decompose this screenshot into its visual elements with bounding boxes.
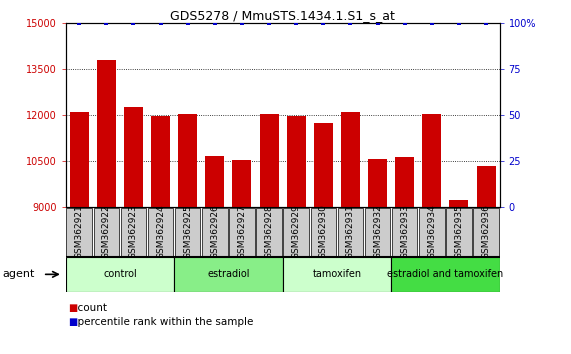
- FancyBboxPatch shape: [148, 207, 174, 256]
- Point: [346, 20, 355, 26]
- Text: GSM362927: GSM362927: [238, 205, 247, 259]
- Text: count: count: [71, 303, 107, 313]
- Text: GSM362936: GSM362936: [481, 204, 490, 259]
- Text: GSM362929: GSM362929: [292, 205, 301, 259]
- Text: ■: ■: [69, 303, 78, 313]
- FancyBboxPatch shape: [94, 207, 119, 256]
- Bar: [449, 200, 468, 354]
- Bar: [287, 116, 305, 354]
- Text: GSM362926: GSM362926: [210, 205, 219, 259]
- Bar: [178, 114, 197, 354]
- Text: GSM362925: GSM362925: [183, 205, 192, 259]
- Point: [427, 20, 436, 26]
- Bar: [423, 114, 441, 354]
- FancyBboxPatch shape: [311, 207, 336, 256]
- Bar: [124, 107, 143, 354]
- FancyBboxPatch shape: [175, 207, 200, 256]
- Bar: [260, 114, 279, 354]
- Text: GSM362931: GSM362931: [346, 204, 355, 259]
- Bar: [70, 112, 89, 354]
- Point: [292, 20, 301, 26]
- Bar: [97, 60, 116, 354]
- FancyBboxPatch shape: [229, 207, 255, 256]
- Bar: [206, 156, 224, 354]
- FancyBboxPatch shape: [337, 207, 363, 256]
- Text: GSM362930: GSM362930: [319, 204, 328, 259]
- Text: control: control: [103, 269, 137, 279]
- FancyBboxPatch shape: [391, 257, 500, 292]
- FancyBboxPatch shape: [283, 207, 309, 256]
- FancyBboxPatch shape: [66, 257, 174, 292]
- Point: [455, 20, 464, 26]
- Point: [319, 20, 328, 26]
- Text: GSM362933: GSM362933: [400, 204, 409, 259]
- FancyBboxPatch shape: [365, 207, 391, 256]
- Bar: [314, 123, 333, 354]
- Point: [129, 20, 138, 26]
- FancyBboxPatch shape: [419, 207, 445, 256]
- Point: [400, 20, 409, 26]
- Text: estradiol: estradiol: [207, 269, 250, 279]
- FancyBboxPatch shape: [473, 207, 499, 256]
- Text: tamoxifen: tamoxifen: [312, 269, 361, 279]
- Bar: [151, 116, 170, 354]
- Bar: [395, 158, 414, 354]
- Text: GSM362922: GSM362922: [102, 205, 111, 259]
- FancyBboxPatch shape: [174, 257, 283, 292]
- Text: GSM362924: GSM362924: [156, 205, 165, 259]
- Point: [264, 20, 274, 26]
- FancyBboxPatch shape: [120, 207, 146, 256]
- Bar: [341, 112, 360, 354]
- Point: [373, 20, 382, 26]
- FancyBboxPatch shape: [283, 257, 391, 292]
- Text: ■: ■: [69, 317, 78, 327]
- Text: GSM362923: GSM362923: [129, 205, 138, 259]
- FancyBboxPatch shape: [202, 207, 228, 256]
- Text: GSM362921: GSM362921: [75, 205, 84, 259]
- Point: [238, 20, 247, 26]
- FancyBboxPatch shape: [446, 207, 472, 256]
- FancyBboxPatch shape: [256, 207, 282, 256]
- Bar: [232, 160, 251, 354]
- Point: [481, 20, 490, 26]
- Text: GSM362932: GSM362932: [373, 205, 382, 259]
- Point: [102, 20, 111, 26]
- FancyBboxPatch shape: [392, 207, 417, 256]
- FancyBboxPatch shape: [66, 207, 92, 256]
- Text: GSM362928: GSM362928: [264, 205, 274, 259]
- Text: GDS5278 / MmuSTS.1434.1.S1_s_at: GDS5278 / MmuSTS.1434.1.S1_s_at: [170, 9, 395, 22]
- Point: [183, 20, 192, 26]
- Text: GSM362935: GSM362935: [455, 204, 464, 259]
- Text: estradiol and tamoxifen: estradiol and tamoxifen: [387, 269, 504, 279]
- Point: [75, 20, 84, 26]
- Point: [156, 20, 165, 26]
- Bar: [368, 159, 387, 354]
- Text: agent: agent: [3, 269, 35, 279]
- Bar: [477, 166, 496, 354]
- Point: [210, 20, 219, 26]
- Text: percentile rank within the sample: percentile rank within the sample: [71, 317, 254, 327]
- Text: GSM362934: GSM362934: [427, 205, 436, 259]
